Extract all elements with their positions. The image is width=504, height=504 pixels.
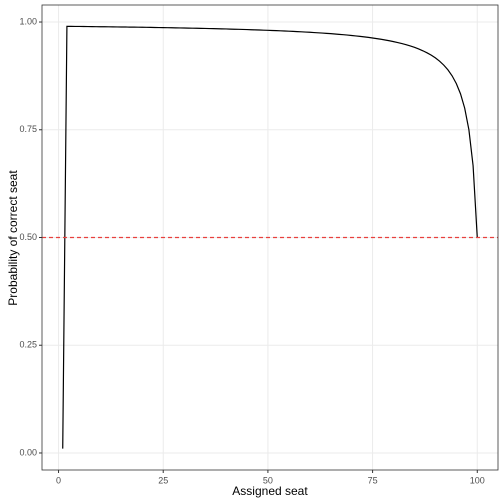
y-tick-label: 1.00 bbox=[19, 16, 37, 26]
y-tick-label: 0.25 bbox=[19, 340, 37, 350]
y-tick-label: 0.75 bbox=[19, 124, 37, 134]
panel-border bbox=[41, 4, 499, 471]
x-tick-label: 25 bbox=[158, 475, 168, 485]
y-axis-title: Probability of correct seat bbox=[6, 170, 20, 306]
y-tick-label: 0.50 bbox=[19, 232, 37, 242]
x-tick-label: 50 bbox=[263, 475, 273, 485]
y-tick-label: 0.00 bbox=[19, 447, 37, 457]
x-tick-label: 75 bbox=[368, 475, 378, 485]
x-tick-label: 0 bbox=[56, 475, 61, 485]
line bbox=[62, 25, 478, 449]
x-tick-label: 100 bbox=[470, 475, 485, 485]
x-axis-title: Assigned seat bbox=[232, 484, 308, 498]
